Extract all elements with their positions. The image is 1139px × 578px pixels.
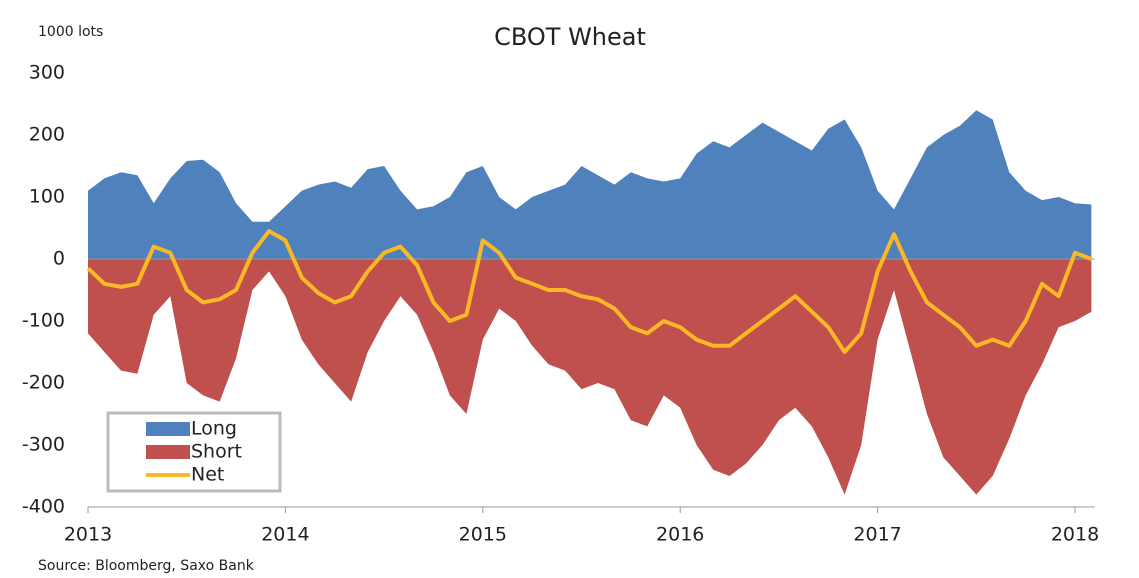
x-tick-label: 2013 <box>64 524 112 546</box>
source-note: Source: Bloomberg, Saxo Bank <box>38 558 255 574</box>
legend-swatch <box>146 445 190 459</box>
area <box>88 259 1092 495</box>
x-tick-label: 2014 <box>261 524 309 546</box>
chart-title: CBOT Wheat <box>494 23 646 51</box>
y-tick-label: -100 <box>22 310 65 332</box>
y-tick-label: 200 <box>29 124 65 146</box>
y-tick-label: 300 <box>29 62 65 84</box>
y-axis-label: 1000 lots <box>38 24 103 40</box>
x-tick-label: 2015 <box>459 524 507 546</box>
y-tick-label: -300 <box>22 434 65 456</box>
legend-label: Net <box>191 464 224 486</box>
x-tick-label: 2016 <box>656 524 704 546</box>
legend-box <box>106 411 282 493</box>
plot-area <box>88 110 1092 495</box>
legend-swatch <box>146 422 190 436</box>
y-tick-label: 0 <box>53 248 65 270</box>
legend-label: Long <box>191 418 237 440</box>
line <box>86 229 1093 354</box>
x-tick-label: 2017 <box>853 524 901 546</box>
y-tick-label: 100 <box>29 186 65 208</box>
y-tick-label: -200 <box>22 372 65 394</box>
legend-label: Short <box>191 441 242 463</box>
x-tick-label: 2018 <box>1051 524 1099 546</box>
area <box>88 110 1092 259</box>
y-tick-label: -400 <box>22 496 65 518</box>
